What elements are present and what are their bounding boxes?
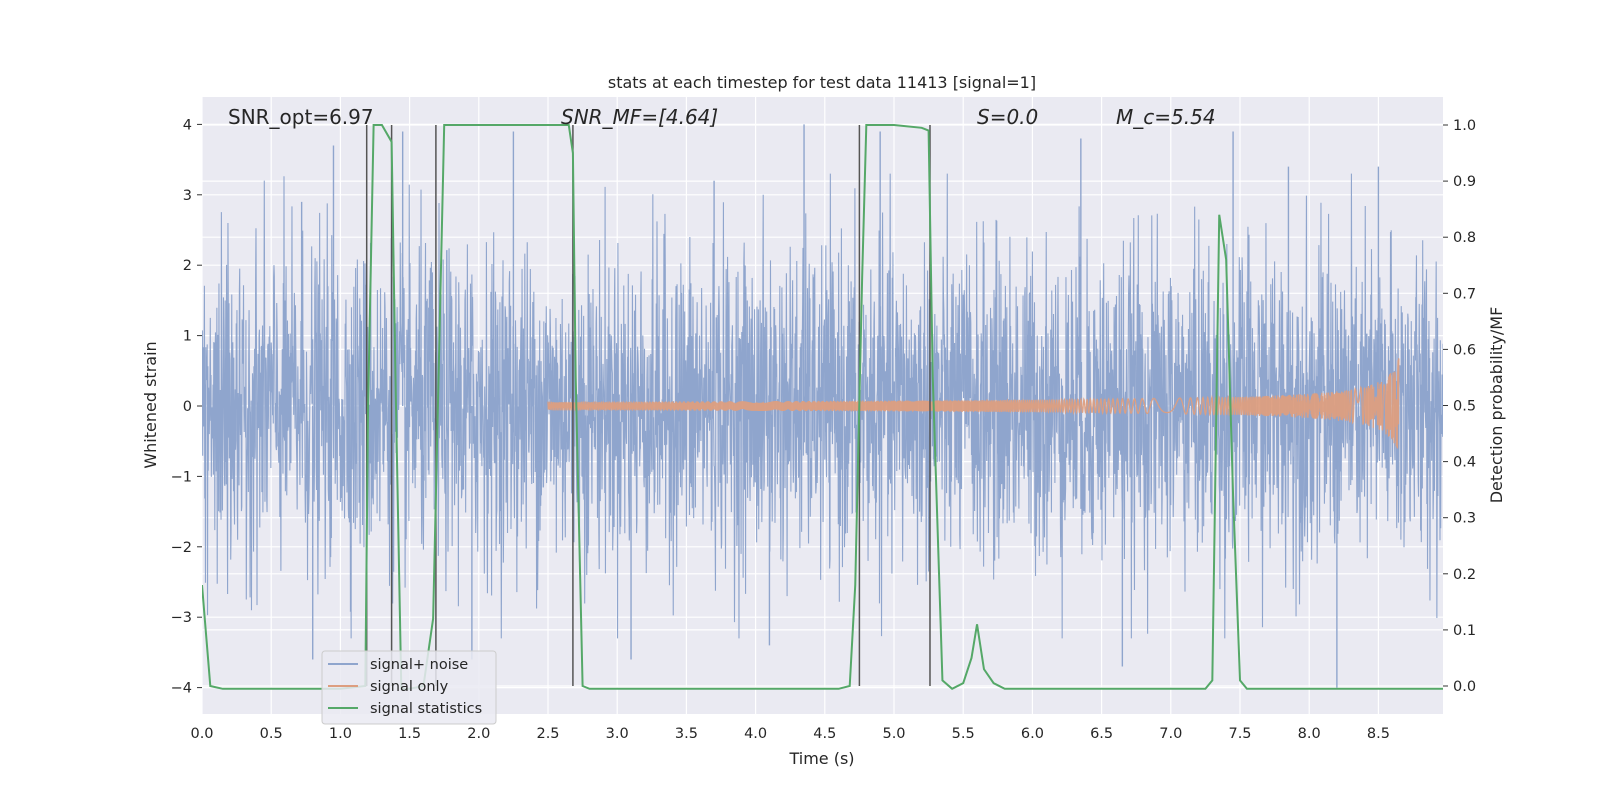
y-tick-label: −3 — [171, 610, 192, 626]
y2-tick-label: 0.8 — [1453, 230, 1476, 246]
y-tick-label: −1 — [171, 469, 192, 485]
x-tick-label: 7.5 — [1228, 726, 1251, 742]
x-tick-label: 5.5 — [952, 726, 975, 742]
y2-tick-label: 0.7 — [1453, 286, 1476, 302]
x-tick-label: 4.5 — [813, 726, 836, 742]
y-tick-label: 2 — [183, 258, 192, 274]
axis-ticks: 0.0 0.5 1.0 1.5 2.0 2.5 3.0 3.5 4.0 4.5 5.0 5.5 6.0 6… — [171, 117, 1476, 742]
y-axis-label: Whitened strain — [141, 341, 160, 468]
signal-only-series — [547, 358, 1400, 449]
x-tick-label: 3.0 — [606, 726, 629, 742]
y2-tick-label: 0.2 — [1453, 567, 1476, 583]
x-tick-label: 8.0 — [1298, 726, 1321, 742]
x-tick-label: 6.0 — [1021, 726, 1044, 742]
annotation-snr-opt: SNR_opt=6.97 — [228, 105, 374, 129]
x-tick-label: 3.5 — [675, 726, 698, 742]
x-tick-label: 1.0 — [329, 726, 352, 742]
annotation-mc: M_c=5.54 — [1116, 105, 1216, 129]
annotation-s: S=0.0 — [977, 105, 1038, 129]
y2-tick-label: 0.1 — [1453, 623, 1476, 639]
x-tick-label: 0.0 — [190, 726, 213, 742]
legend-label-stat: signal statistics — [370, 701, 482, 717]
annotation-snr-mf: SNR_MF=[4.64] — [561, 105, 718, 129]
chirp-trace — [547, 358, 1400, 449]
noise-trace — [202, 173, 1443, 639]
y2-tick-label: 0.3 — [1453, 511, 1476, 527]
y2-tick-label: 0.9 — [1453, 174, 1476, 190]
x-tick-label: 2.0 — [467, 726, 490, 742]
chart-title: stats at each timestep for test data 114… — [608, 73, 1036, 92]
y2-axis-label: Detection probability/MF — [1487, 307, 1506, 504]
x-tick-label: 5.0 — [882, 726, 905, 742]
signal-noise-series — [202, 124, 1443, 688]
y2-tick-label: 0.6 — [1453, 342, 1476, 358]
y-tick-label: 1 — [183, 329, 192, 345]
legend-label-signal: signal only — [370, 679, 449, 695]
legend: signal+ noise signal only signal statist… — [321, 650, 497, 725]
y-tick-label: 4 — [183, 117, 192, 133]
x-tick-label: 2.5 — [536, 726, 559, 742]
x-tick-label: 1.5 — [398, 726, 421, 742]
y-tick-label: −2 — [171, 540, 192, 556]
signal-statistics-series — [202, 124, 1443, 690]
x-tick-label: 4.0 — [744, 726, 767, 742]
x-tick-label: 7.0 — [1159, 726, 1182, 742]
y2-tick-label: 0.5 — [1453, 399, 1476, 415]
x-tick-label: 6.5 — [1090, 726, 1113, 742]
x-tick-label: 0.5 — [260, 726, 283, 742]
legend-box — [321, 650, 497, 725]
x-axis-label: Time (s) — [788, 749, 854, 768]
y-tick-label: 0 — [183, 399, 192, 415]
y-tick-label: −4 — [171, 681, 192, 697]
y-tick-label: 3 — [183, 188, 192, 204]
legend-label-noise: signal+ noise — [370, 657, 468, 673]
y2-tick-label: 0.0 — [1453, 679, 1476, 695]
y2-tick-label: 0.4 — [1453, 455, 1476, 471]
statistics-trace — [202, 124, 1443, 690]
y2-tick-label: 1.0 — [1453, 118, 1476, 134]
x-tick-label: 8.5 — [1367, 726, 1390, 742]
